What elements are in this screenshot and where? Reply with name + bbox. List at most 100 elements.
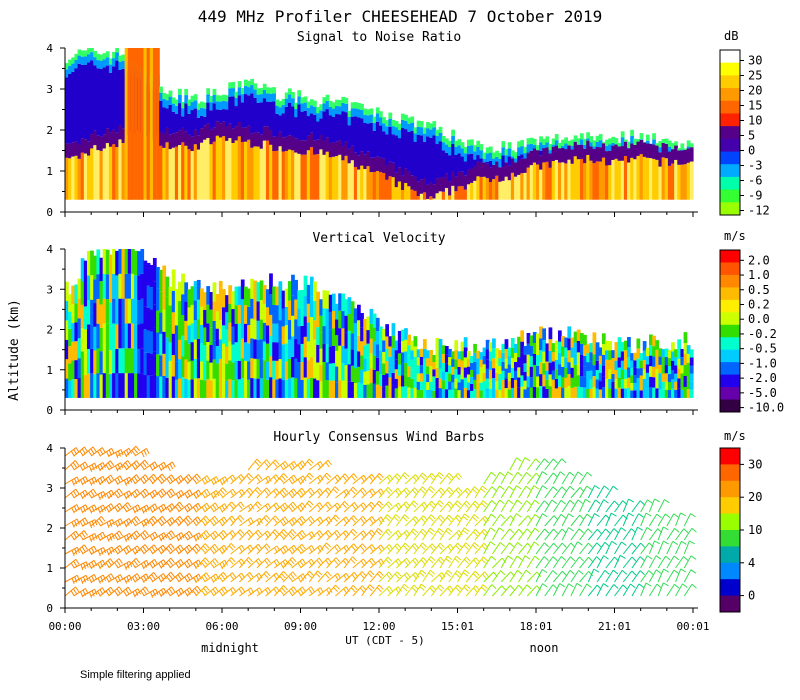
wind-barb-flag bbox=[88, 465, 93, 472]
snr-column-band bbox=[514, 158, 518, 163]
velocity-column-cell bbox=[614, 360, 619, 370]
snr-column-band bbox=[240, 127, 245, 142]
velocity-column-cell bbox=[187, 289, 192, 308]
wind-barb-flag bbox=[239, 529, 245, 535]
snr-column-band bbox=[322, 103, 327, 112]
wind-barb-shaft bbox=[317, 587, 330, 597]
wind-barb-flag bbox=[237, 531, 243, 537]
velocity-column-cell bbox=[532, 386, 537, 398]
snr-column-band bbox=[677, 150, 682, 165]
snr-column-band bbox=[347, 148, 352, 164]
wind-barb-flag bbox=[656, 513, 662, 519]
velocity-column-cell bbox=[514, 388, 518, 398]
snr-column-band bbox=[309, 147, 314, 200]
velocity-column-cell bbox=[363, 384, 368, 398]
velocity-column-cell bbox=[247, 379, 251, 398]
velocity-column-cell bbox=[262, 341, 267, 361]
wind-barb-shaft bbox=[683, 583, 693, 597]
velocity-column-cell bbox=[319, 332, 324, 349]
wind-barb-shaft bbox=[622, 498, 630, 513]
wind-barb-flag bbox=[445, 530, 451, 535]
wind-barb-shaft bbox=[535, 471, 543, 485]
wind-barb-shaft bbox=[256, 487, 267, 499]
snr-column-band bbox=[404, 182, 408, 200]
wind-barb-flag bbox=[240, 501, 245, 508]
snr-column-band bbox=[680, 150, 685, 165]
wind-barb-flag bbox=[588, 556, 594, 562]
wind-barb-shaft bbox=[622, 583, 631, 597]
velocity-column-cell bbox=[400, 341, 405, 353]
wind-barb-shaft bbox=[82, 588, 95, 597]
wind-barb-flag bbox=[214, 515, 219, 522]
velocity-column-cell bbox=[413, 367, 418, 378]
wind-barb-shaft bbox=[579, 513, 588, 527]
velocity-column-cell bbox=[369, 368, 374, 384]
snr-column-band bbox=[347, 163, 352, 200]
wind-barb-flag bbox=[420, 559, 426, 565]
wind-barb-flag bbox=[203, 587, 208, 594]
wind-barb-flag bbox=[360, 532, 365, 538]
snr-column-band bbox=[400, 128, 405, 176]
velocity-column-cell bbox=[385, 324, 390, 337]
wind-barb-shaft bbox=[352, 487, 363, 499]
velocity-column-cell bbox=[372, 369, 377, 384]
velocity-column-cell bbox=[228, 285, 233, 304]
snr-column-band bbox=[174, 105, 179, 114]
colorbar-swatch bbox=[720, 287, 740, 301]
snr-column-band bbox=[564, 163, 568, 200]
snr-column-band bbox=[325, 151, 330, 200]
wind-barb-flag bbox=[455, 475, 461, 481]
wind-barb-flag bbox=[170, 530, 176, 536]
velocity-column-cell bbox=[689, 349, 694, 358]
wind-barb-flag bbox=[289, 559, 295, 565]
wind-barb-shaft bbox=[500, 485, 510, 499]
wind-barb-flag bbox=[168, 559, 173, 566]
velocity-column-cell bbox=[105, 299, 110, 324]
snr-column-band bbox=[639, 133, 644, 140]
velocity-column-cell bbox=[438, 348, 443, 359]
wind-barb-shaft bbox=[622, 556, 633, 569]
velocity-column-cell bbox=[350, 349, 355, 366]
wind-barb-flag bbox=[446, 555, 453, 561]
wind-barb-flag bbox=[175, 535, 180, 542]
wind-barb-flag bbox=[171, 586, 176, 593]
snr-column-band bbox=[627, 141, 631, 148]
wind-barb-flag bbox=[438, 489, 444, 496]
velocity-column-cell bbox=[413, 356, 418, 368]
velocity-column-cell bbox=[457, 351, 462, 360]
snr-column-band bbox=[96, 53, 101, 61]
velocity-column-cell bbox=[460, 360, 465, 370]
snr-column-band bbox=[360, 151, 364, 166]
wind-barb-shaft bbox=[247, 529, 259, 541]
velocity-column-cell bbox=[649, 376, 653, 388]
wind-barb-flag bbox=[437, 474, 443, 480]
wind-barb-flag bbox=[577, 471, 583, 476]
snr-column-band bbox=[476, 146, 481, 156]
wind-barb-shaft bbox=[648, 528, 659, 541]
snr-column-band bbox=[341, 96, 346, 103]
velocity-column-cell bbox=[291, 315, 295, 337]
wind-barb-flag bbox=[188, 474, 193, 480]
velocity-column-cell bbox=[121, 249, 126, 274]
wind-barb-flag bbox=[114, 521, 119, 528]
snr-column-band bbox=[96, 68, 101, 136]
velocity-column-cell bbox=[353, 382, 358, 398]
snr-column-band bbox=[118, 61, 123, 70]
wind-barb-flag bbox=[405, 501, 411, 507]
wind-barb-shaft bbox=[640, 512, 647, 527]
velocity-column-cell bbox=[510, 377, 515, 388]
wind-barb-flag bbox=[250, 503, 255, 510]
snr-column-band bbox=[551, 146, 556, 161]
velocity-column-cell bbox=[322, 326, 327, 345]
velocity-column-cell bbox=[501, 379, 506, 389]
wind-barb-flag bbox=[70, 534, 75, 541]
snr-column-band bbox=[444, 173, 449, 188]
wind-barb-shaft bbox=[143, 558, 155, 569]
velocity-column-cell bbox=[470, 362, 474, 370]
velocity-column-cell bbox=[203, 380, 207, 398]
snr-column-band bbox=[287, 88, 292, 95]
wind-barb-flag bbox=[128, 490, 133, 497]
velocity-column-cell bbox=[102, 273, 107, 299]
wind-barb-flag bbox=[586, 485, 592, 491]
wind-barb-flag bbox=[507, 555, 514, 560]
